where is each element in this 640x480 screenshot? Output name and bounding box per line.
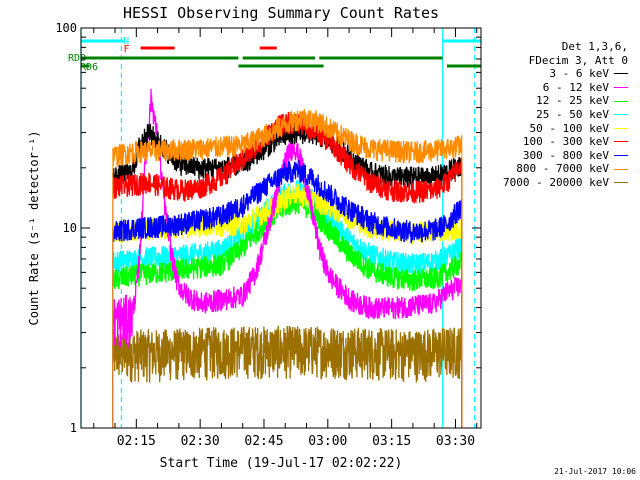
y-tick-label: 1 — [70, 421, 77, 435]
legend-item: 100 - 300 keV — [503, 135, 628, 149]
x-tick-label: 03:30 — [436, 434, 475, 449]
legend-item: 50 - 100 keV — [503, 122, 628, 136]
axes: 1 10 100 02:15 02:30 02:45 03:00 03:15 03:30 — [55, 21, 482, 449]
legend-item: 6 - 12 keV — [503, 81, 628, 95]
legend-swatch — [614, 155, 628, 157]
legend-label: 7000 - 20000 keV — [503, 175, 609, 189]
legend-item: 25 - 50 keV — [503, 108, 628, 122]
legend-swatch — [614, 114, 628, 116]
legend-label: 12 - 25 keV — [536, 94, 609, 108]
flag-label-f: F — [124, 44, 130, 55]
legend-swatch — [614, 127, 628, 129]
legend-swatch — [614, 73, 628, 75]
legend-label: 800 - 7000 keV — [516, 162, 609, 176]
series-7000-20000-kev — [112, 325, 463, 428]
x-tick-label: 02:30 — [181, 434, 220, 449]
y-tick-label: 10 — [63, 221, 77, 235]
legend-item: 12 - 25 keV — [503, 94, 628, 108]
series-line — [112, 159, 463, 244]
flag-label-n: N — [123, 36, 129, 47]
legend-swatch — [614, 100, 628, 102]
legend-swatch — [614, 87, 628, 89]
series-800-7000-kev — [112, 108, 463, 428]
x-tick-label: 02:15 — [117, 434, 156, 449]
series-line — [112, 108, 463, 167]
x-tick-label: 02:45 — [244, 434, 283, 449]
timestamp: 21-Jul-2017 10:06 — [554, 467, 636, 476]
chart-title: HESSI Observing Summary Count Rates — [123, 4, 439, 22]
legend-header-line: FDecim 3, Att 0 — [528, 53, 628, 67]
legend-label: 6 - 12 keV — [542, 80, 609, 94]
legend-label: 3 - 6 keV — [549, 67, 609, 81]
y-axis-label: Count Rate (s⁻¹ detector⁻¹) — [27, 130, 41, 325]
flag-label-rd6: RD6 — [80, 62, 98, 73]
legend-label: 25 - 50 keV — [536, 107, 609, 121]
flag-label-rd0: RD0 — [68, 53, 86, 64]
legend-swatch — [614, 182, 628, 184]
legend-header-line: Det 1,3,6, — [561, 40, 628, 53]
x-tick-label: 03:00 — [308, 434, 347, 449]
x-axis-label: Start Time (19-Jul-17 02:02:22) — [160, 456, 403, 471]
legend-label: 300 - 800 keV — [522, 148, 609, 162]
legend-item: 7000 - 20000 keV — [503, 176, 628, 190]
legend-label: 50 - 100 keV — [529, 121, 609, 135]
series-line — [112, 325, 463, 383]
legend-item: 3 - 6 keV — [503, 67, 628, 81]
series-line — [112, 88, 463, 348]
legend-item: 800 - 7000 keV — [503, 162, 628, 176]
legend: Det 1,3,6, FDecim 3, Att 0 3 - 6 keV 6 - … — [503, 40, 628, 190]
legend-label: 100 - 300 keV — [522, 135, 609, 149]
legend-swatch — [614, 141, 628, 143]
legend-swatch — [614, 168, 628, 170]
y-tick-label: 100 — [55, 21, 77, 35]
x-tick-label: 03:15 — [372, 434, 411, 449]
legend-item: 300 - 800 keV — [503, 149, 628, 163]
